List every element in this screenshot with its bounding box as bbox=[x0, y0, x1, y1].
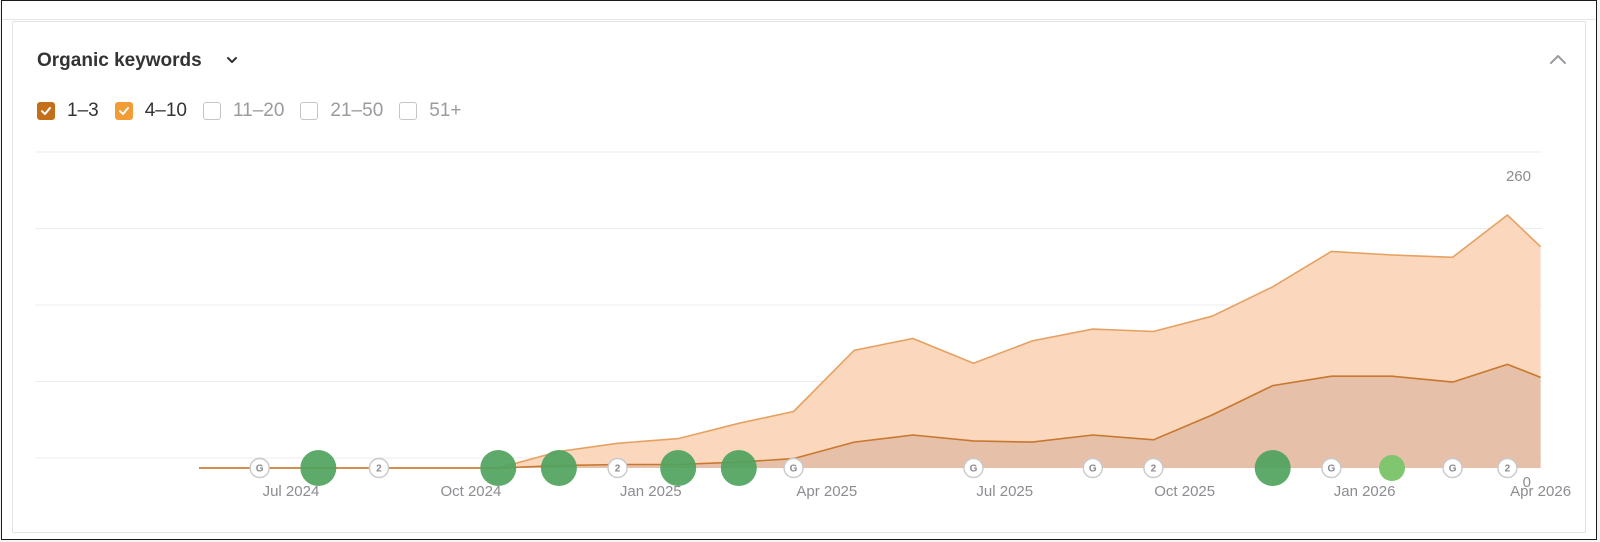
update-marker bbox=[660, 450, 697, 486]
line-1-3 bbox=[199, 363, 1541, 469]
chart-title[interactable]: Organic keywords bbox=[37, 50, 202, 71]
google-update-label: G bbox=[790, 464, 798, 475]
chevron-down-icon[interactable] bbox=[224, 52, 240, 68]
x-tick-label: Jul 2025 bbox=[976, 483, 1033, 500]
filter-51-plus[interactable]: 51+ bbox=[399, 100, 462, 122]
google-update-label: G bbox=[1327, 464, 1335, 475]
filter-4-10-label: 4–10 bbox=[144, 100, 187, 121]
x-tick-label: Jul 2024 bbox=[263, 483, 320, 500]
google-update-label: G bbox=[970, 464, 978, 475]
multi-update-count: 2 bbox=[1151, 464, 1157, 475]
filter-21-50-checkbox[interactable] bbox=[300, 102, 319, 120]
multi-update-count: 2 bbox=[1505, 464, 1511, 475]
update-marker bbox=[720, 450, 757, 486]
multi-update-marker bbox=[1143, 457, 1164, 479]
google-update-marker bbox=[783, 457, 804, 479]
filter-4-10[interactable]: 4–10 bbox=[114, 100, 187, 122]
multi-update-marker bbox=[1497, 457, 1518, 479]
x-tick-label: Jan 2025 bbox=[620, 483, 682, 500]
x-tick-label: Jan 2026 bbox=[1334, 483, 1396, 500]
update-marker bbox=[1378, 455, 1405, 481]
google-update-marker bbox=[1321, 457, 1342, 479]
checkmark-icon bbox=[118, 107, 129, 115]
multi-update-marker bbox=[368, 457, 390, 479]
google-update-marker bbox=[963, 457, 984, 479]
filter-11-20-label: 11–20 bbox=[232, 100, 285, 121]
filter-51-plus-label: 51+ bbox=[429, 100, 462, 121]
filter-1-3-checkbox[interactable] bbox=[37, 102, 55, 120]
top-strip bbox=[2, 1, 1596, 20]
filter-1-3[interactable]: 1–3 bbox=[37, 100, 99, 122]
filter-21-50[interactable]: 21–50 bbox=[300, 100, 383, 122]
filter-4-10-checkbox[interactable] bbox=[114, 102, 133, 120]
y-tick-label: 0 bbox=[1523, 474, 1531, 491]
multi-update-count: 2 bbox=[376, 464, 382, 475]
google-update-marker bbox=[1082, 457, 1103, 479]
filter-21-50-label: 21–50 bbox=[330, 100, 384, 121]
update-marker bbox=[540, 450, 577, 486]
y-tick-label: 260 bbox=[1506, 168, 1531, 185]
position-filters: 1–3 4–10 11–20 21–50 51+ bbox=[37, 99, 478, 123]
area-4-10 bbox=[199, 215, 1541, 468]
checkmark-icon bbox=[41, 107, 51, 115]
update-marker bbox=[1254, 450, 1291, 486]
x-tick-label: Apr 2026 bbox=[1510, 483, 1571, 500]
google-update-marker bbox=[1442, 457, 1463, 479]
area-1-3 bbox=[199, 364, 1541, 468]
x-tick-label: Oct 2024 bbox=[440, 483, 501, 500]
x-tick-label: Apr 2025 bbox=[796, 483, 857, 500]
google-update-marker bbox=[249, 457, 270, 479]
filter-11-20[interactable]: 11–20 bbox=[202, 100, 285, 122]
google-update-label: G bbox=[1449, 464, 1457, 475]
organic-keywords-card: Organic keywords 1–3 4–10 11–20 21–50 bbox=[12, 21, 1586, 533]
update-marker bbox=[480, 450, 517, 486]
google-update-label: G bbox=[1089, 464, 1097, 475]
multi-update-count: 2 bbox=[615, 464, 621, 475]
update-marker bbox=[300, 450, 337, 486]
filter-11-20-checkbox[interactable] bbox=[202, 102, 221, 120]
filter-51-plus-checkbox[interactable] bbox=[399, 102, 418, 120]
chevron-up-icon[interactable] bbox=[1547, 48, 1569, 70]
multi-update-marker bbox=[607, 457, 628, 479]
x-tick-label: Oct 2025 bbox=[1154, 483, 1215, 500]
google-update-label: G bbox=[256, 464, 264, 475]
filter-1-3-label: 1–3 bbox=[67, 100, 99, 121]
